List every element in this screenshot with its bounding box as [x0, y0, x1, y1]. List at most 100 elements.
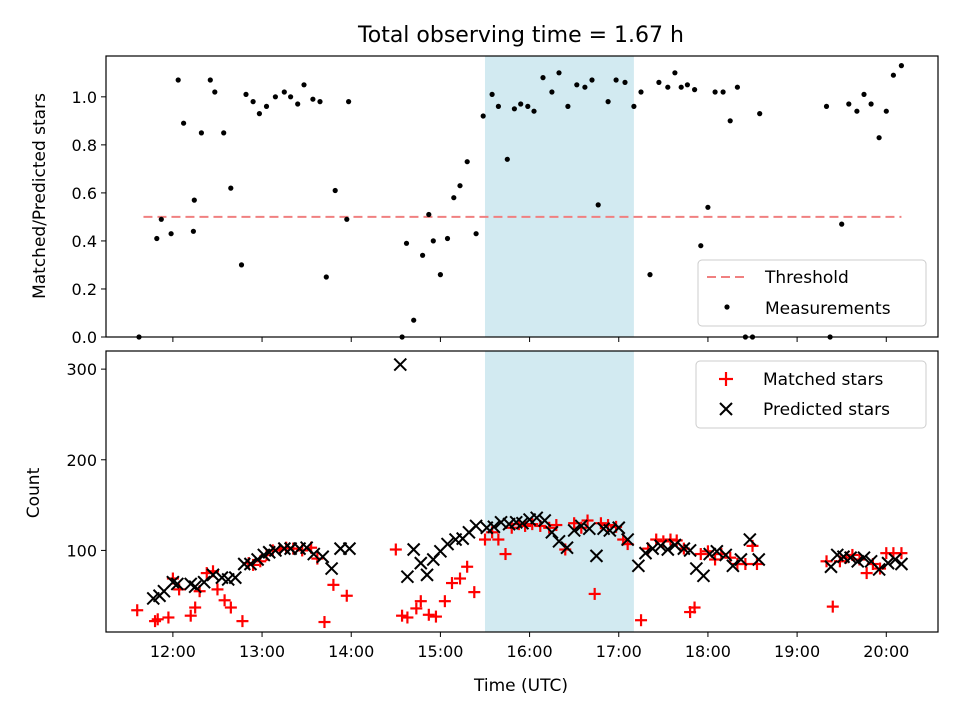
count-y-tick-label: 100: [66, 541, 97, 560]
measurement-point: [823, 103, 830, 109]
measurement-point: [678, 84, 684, 90]
predicted-point-b: [228, 570, 243, 585]
predicted-point: [752, 552, 766, 567]
matched-point: [492, 533, 505, 546]
predicted-point-b: [603, 523, 617, 538]
predicted-point: [243, 557, 258, 571]
legend-measurements-swatch: [724, 304, 730, 310]
count-axes-frame: [105, 350, 939, 633]
measurement-point: [288, 94, 294, 100]
predicted-point: [574, 519, 589, 533]
ratio-y-tick-label: 0.2: [72, 280, 97, 299]
ratio-y-tick-label: 0.4: [72, 232, 97, 251]
predicted-point: [530, 511, 544, 525]
measurement-point: [898, 63, 905, 69]
predicted-point: [170, 577, 185, 591]
predicted-point: [197, 575, 211, 589]
measurement-point: [281, 89, 287, 95]
x-axis-label: Time (UTC): [473, 676, 568, 696]
predicted-point: [206, 568, 220, 582]
predicted-point-b: [515, 516, 530, 530]
count-panel: 100 200 300 12:00 13:00 14:00 15:00 16:00 17:00…: [24, 350, 939, 696]
ratio-y-axis-label: Matched/Predicted stars: [30, 93, 50, 299]
predicted-point: [719, 548, 733, 562]
legend-predicted-swatch: [719, 402, 733, 416]
predicted-point-b: [589, 549, 604, 563]
count-x-tick-label: 12:00: [150, 642, 196, 661]
predicted-point: [703, 547, 717, 561]
measurement-point: [525, 103, 531, 109]
predicted-point: [824, 560, 838, 574]
matched-point: [218, 594, 231, 607]
predicted-point: [603, 523, 617, 538]
measurement-point: [243, 91, 249, 97]
measurement-point: [198, 130, 204, 136]
measurement-point: [154, 235, 160, 242]
predicted-point-b: [653, 539, 668, 553]
measurement-point: [692, 87, 698, 93]
matched-point: [414, 595, 427, 608]
predicted-point: [342, 541, 357, 556]
measurement-point: [228, 185, 234, 191]
measurement-point: [605, 99, 611, 105]
matched-point: [236, 615, 249, 628]
predicted-point-b: [574, 519, 589, 533]
predicted-point: [843, 550, 858, 565]
predicted-point: [228, 570, 243, 585]
predicted-point: [552, 534, 566, 549]
ratio-y-tick-label: 0.8: [72, 136, 97, 155]
predicted-point-b: [743, 532, 757, 547]
predicted-point: [315, 550, 330, 564]
matched-point: [454, 572, 467, 585]
measurement-point: [638, 89, 644, 95]
measurement-point: [720, 89, 726, 95]
ratio-y-tick-label: 0.0: [72, 328, 97, 347]
predicted-point-b: [668, 538, 682, 552]
predicted-point-b: [420, 568, 434, 582]
predicted-point: [307, 547, 321, 561]
matched-point: [499, 548, 512, 561]
count-x-tick-label: 19:00: [774, 642, 820, 661]
predicted-point: [582, 521, 597, 536]
predicted-point-b: [836, 550, 851, 564]
predicted-point: [872, 562, 886, 577]
measurement-point: [263, 103, 270, 109]
count-y-tick-label: 300: [66, 360, 97, 379]
predicted-point-b: [683, 543, 697, 558]
ratio-x-ticks: [172, 337, 887, 342]
measurement-point: [839, 221, 845, 227]
predicted-point: [469, 519, 483, 533]
measurement-point: [457, 183, 463, 189]
predicted-point: [589, 549, 604, 563]
predicted-point-b: [857, 550, 871, 565]
predicted-point-b: [530, 511, 544, 525]
predicted-point: [881, 556, 895, 570]
predicted-point-b: [620, 532, 635, 547]
measurement-point: [411, 317, 417, 323]
measurement-point: [622, 79, 628, 85]
measurement-point: [705, 204, 711, 210]
count-x-ticks: 12:00 13:00 14:00 15:00 16:00 17:00 18:00 19:00…: [150, 632, 909, 661]
predicted-point: [237, 557, 251, 571]
measurement-point: [403, 240, 410, 246]
predicted-point-b: [582, 521, 597, 536]
predicted-point: [683, 543, 697, 558]
predicted-point-b: [864, 554, 878, 569]
matched-point: [410, 602, 423, 615]
measurement-point: [346, 99, 352, 105]
ratio-legend-box: [697, 259, 927, 327]
predicted-point-b: [440, 537, 455, 551]
predicted-point-b: [703, 547, 717, 561]
predicted-point-b: [830, 548, 844, 562]
measurement-point: [549, 89, 555, 95]
measurement-point: [426, 211, 432, 218]
matched-point: [860, 567, 873, 580]
measurement-point: [212, 89, 218, 95]
predicted-point-b: [170, 577, 185, 591]
predicted-point: [277, 541, 292, 556]
measurement-point: [556, 70, 562, 76]
ratio-panel: 0.0 0.2 0.4 0.6 0.8 1.0 Matched/Predicted sta…: [30, 55, 939, 347]
ratio-shaded-interval: [484, 56, 634, 337]
predicted-point: [710, 544, 724, 559]
predicted-point: [560, 540, 574, 555]
